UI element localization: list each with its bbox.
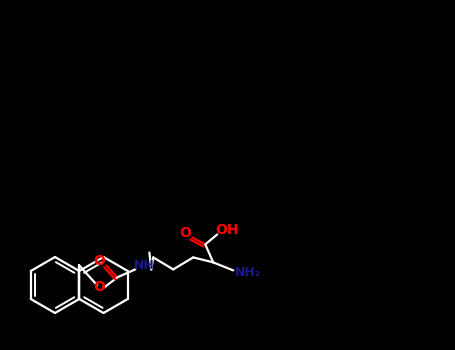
Text: NH: NH	[134, 259, 155, 272]
Text: NH₂: NH₂	[235, 266, 261, 279]
Text: OH: OH	[216, 223, 239, 237]
Text: O: O	[179, 226, 191, 240]
Text: O: O	[93, 280, 105, 294]
Text: O: O	[93, 254, 105, 268]
